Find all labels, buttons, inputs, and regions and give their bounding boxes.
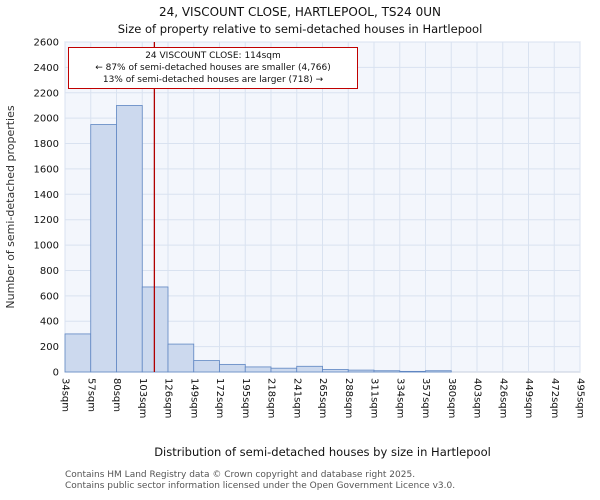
histogram-bar xyxy=(270,367,298,373)
y-tick-label: 1800 xyxy=(34,139,59,150)
x-tick-label: 334sqm xyxy=(394,378,405,418)
histogram-bar xyxy=(296,365,323,373)
histogram-bar xyxy=(90,124,117,373)
y-tick-label: 1600 xyxy=(34,164,59,175)
x-tick-label: 195sqm xyxy=(240,378,251,418)
chart-subtitle: Size of property relative to semi-detach… xyxy=(117,22,483,36)
histogram-bar xyxy=(425,370,452,373)
x-tick-label: 495sqm xyxy=(575,378,586,418)
y-tick-label: 200 xyxy=(40,342,59,353)
x-tick-label: 357sqm xyxy=(420,378,431,418)
y-tick-label: 2400 xyxy=(34,63,59,74)
histogram-bar xyxy=(193,360,220,373)
y-tick-label: 2000 xyxy=(34,114,59,125)
histogram-chart: 0 200 400 600 800 1000 1200 1400 1600 1800 2000 220… xyxy=(4,38,586,460)
marker-annotation: 24 VISCOUNT CLOSE: 114sqm ← 87% of semi-… xyxy=(68,47,358,90)
footer-copyright-line1: Contains HM Land Registry data © Crown c… xyxy=(65,470,416,480)
annotation-property-size: 24 VISCOUNT CLOSE: 114sqm xyxy=(145,51,281,61)
histogram-bar xyxy=(141,286,169,373)
chart-title: 24, VISCOUNT CLOSE, HARTLEPOOL, TS24 0UN xyxy=(158,5,442,19)
histogram-bar xyxy=(116,105,143,373)
histogram-bar xyxy=(347,369,375,373)
x-tick-label: 472sqm xyxy=(549,378,560,418)
y-tick-label: 1200 xyxy=(34,215,59,226)
x-tick-label: 265sqm xyxy=(317,378,328,418)
x-axis-label: Distribution of semi-detached houses by … xyxy=(154,445,491,459)
x-tick-label: 311sqm xyxy=(369,378,380,418)
histogram-bar xyxy=(219,363,246,373)
x-tick-label: 288sqm xyxy=(343,378,354,418)
x-tick-label: 241sqm xyxy=(291,378,302,418)
x-tick-label: 449sqm xyxy=(523,378,534,418)
x-tick-label: 218sqm xyxy=(266,378,277,418)
x-tick-label: 380sqm xyxy=(446,378,457,418)
annotation-smaller-stat: ← 87% of semi-detached houses are smalle… xyxy=(95,63,331,74)
y-tick-label: 2600 xyxy=(34,38,59,49)
histogram-bar xyxy=(244,366,272,373)
x-tick-label: 80sqm xyxy=(111,378,122,412)
annotation-larger-stat: 13% of semi-detached houses are larger (… xyxy=(102,75,324,86)
y-tick-label: 0 xyxy=(53,368,59,379)
y-axis-label: Number of semi-detached properties xyxy=(4,105,17,308)
x-tick-label: 172sqm xyxy=(214,378,225,418)
footer-copyright-line2: Contains public sector information licen… xyxy=(65,481,456,491)
histogram-bar xyxy=(399,370,426,373)
y-tick-label: 800 xyxy=(40,266,59,277)
x-tick-label: 103sqm xyxy=(137,378,148,418)
histogram-bar xyxy=(64,333,92,373)
y-tick-label: 1000 xyxy=(34,241,59,252)
x-tick-label: 426sqm xyxy=(497,378,508,418)
histogram-bar xyxy=(322,369,349,373)
x-tick-label: 57sqm xyxy=(85,378,96,412)
histogram-bar xyxy=(373,370,401,373)
histogram-bar xyxy=(167,343,195,373)
y-tick-label: 1400 xyxy=(34,190,59,201)
x-tick-label: 149sqm xyxy=(188,378,199,418)
y-tick-label: 400 xyxy=(40,317,59,328)
x-tick-label: 403sqm xyxy=(472,378,483,418)
x-tick-label: 34sqm xyxy=(60,378,71,412)
y-tick-label: 600 xyxy=(40,291,59,302)
x-tick-label: 126sqm xyxy=(163,378,174,418)
y-tick-label: 2200 xyxy=(34,88,59,99)
